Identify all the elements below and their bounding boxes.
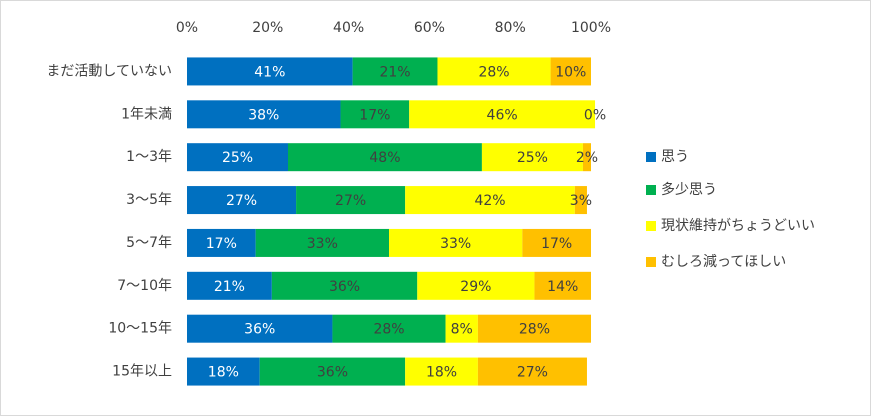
x-tick-label: 80% xyxy=(495,20,526,36)
data-label: 42% xyxy=(474,193,505,209)
data-label: 18% xyxy=(208,365,239,381)
y-tick-label: 1～3年 xyxy=(126,149,172,165)
bar-segment xyxy=(187,271,272,300)
y-tick-label: 15年以上 xyxy=(112,364,172,380)
y-tick-label: 5～7年 xyxy=(126,235,172,251)
legend-label: 思う xyxy=(661,149,689,165)
legend-swatch xyxy=(646,221,656,231)
legend-swatch xyxy=(646,257,656,267)
x-tick-label: 20% xyxy=(252,20,283,36)
data-label: 38% xyxy=(248,107,279,123)
y-tick-label: まだ活動していない xyxy=(46,63,172,79)
data-label: 27% xyxy=(335,193,366,209)
bar-segment xyxy=(574,186,587,215)
bar-segment xyxy=(288,143,482,172)
y-tick-label: 10～15年 xyxy=(108,321,172,337)
data-label: 28% xyxy=(478,64,509,80)
legend-swatch xyxy=(646,185,656,195)
data-label: 46% xyxy=(487,107,518,123)
x-tick-label: 100% xyxy=(571,20,611,36)
data-label: 17% xyxy=(359,107,390,123)
data-label: 29% xyxy=(460,279,491,295)
legend-label: 多少思う xyxy=(661,181,717,198)
data-label: 33% xyxy=(440,236,471,252)
bar-segment xyxy=(405,357,478,386)
bar-segment xyxy=(340,100,410,129)
bar-segment xyxy=(255,228,389,257)
bar-segment xyxy=(417,271,535,300)
data-label: 28% xyxy=(373,322,404,338)
data-label: 33% xyxy=(307,236,338,252)
bar-segment xyxy=(259,357,406,386)
data-label: 36% xyxy=(317,365,348,381)
bar-segment xyxy=(477,357,587,386)
bar-segment xyxy=(481,143,583,172)
legend-label: 現状維持がちょうどいい xyxy=(661,218,815,234)
bar-segment xyxy=(332,314,446,343)
data-label: 21% xyxy=(214,279,245,295)
data-label: 18% xyxy=(426,365,457,381)
data-label: 0% xyxy=(584,107,606,123)
y-tick-label: 1年未満 xyxy=(121,106,172,122)
bar-segment xyxy=(187,186,297,215)
bar-segment xyxy=(352,57,438,86)
bar-segment xyxy=(405,186,575,215)
bar-segment xyxy=(187,357,260,386)
bar-segment xyxy=(296,186,406,215)
data-label: 25% xyxy=(517,150,548,166)
y-tick-label: 3～5年 xyxy=(126,192,172,208)
bar-segment xyxy=(187,57,353,86)
bar-segment xyxy=(187,143,288,172)
data-label: 10% xyxy=(555,64,586,80)
data-label: 27% xyxy=(517,365,548,381)
data-label: 27% xyxy=(226,193,257,209)
data-label: 17% xyxy=(541,236,572,252)
bar-segment xyxy=(550,57,591,86)
bar-segment xyxy=(409,100,596,129)
bar-segment xyxy=(445,314,478,343)
bar-segment xyxy=(271,271,418,300)
x-tick-label: 40% xyxy=(333,20,364,36)
data-label: 36% xyxy=(244,322,275,338)
data-label: 17% xyxy=(206,236,237,252)
bar-segment xyxy=(582,143,591,172)
data-label: 48% xyxy=(369,150,400,166)
data-label: 28% xyxy=(519,322,550,338)
data-label: 25% xyxy=(222,150,253,166)
data-label: 14% xyxy=(547,279,578,295)
data-label: 3% xyxy=(570,193,592,209)
bar-segment xyxy=(437,57,551,86)
legend-label: むしろ減ってほしい xyxy=(661,253,786,270)
x-tick-label: 0% xyxy=(176,20,198,36)
x-tick-label: 60% xyxy=(414,20,445,36)
bar-segment xyxy=(477,314,591,343)
bar-segment xyxy=(187,100,341,129)
data-label: 21% xyxy=(379,64,410,80)
bar-segment xyxy=(522,228,591,257)
legend-swatch xyxy=(646,152,656,162)
data-label: 41% xyxy=(254,64,285,80)
data-label: 36% xyxy=(329,279,360,295)
bar-segment xyxy=(187,228,256,257)
bar-segment xyxy=(534,271,591,300)
data-label: 2% xyxy=(576,150,598,166)
data-label: 8% xyxy=(451,322,473,338)
bar-segment xyxy=(389,228,523,257)
y-tick-label: 7～10年 xyxy=(117,278,172,294)
bar-segment xyxy=(187,314,333,343)
